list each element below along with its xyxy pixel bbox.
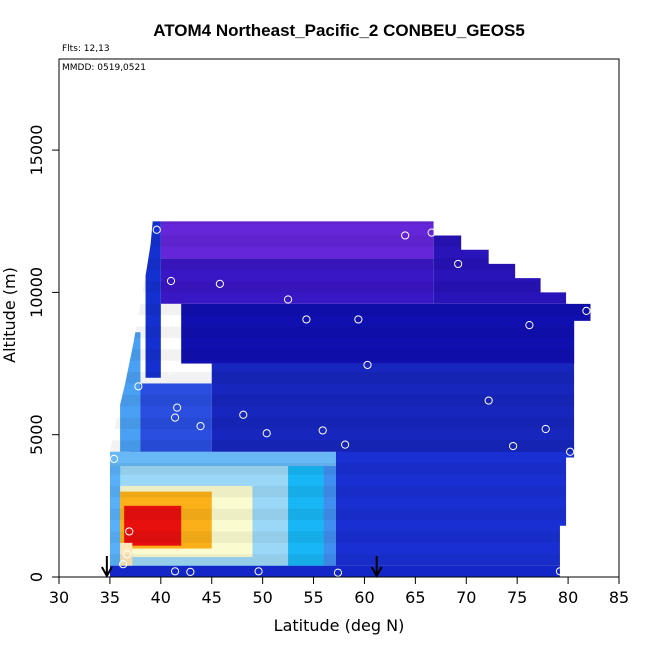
altitude-band (109, 554, 591, 566)
observation-point (333, 568, 343, 577)
altitude-band (109, 221, 591, 225)
flights-note: Flts: 12,13 (62, 44, 110, 54)
observation-point (239, 410, 248, 419)
curtain-cell (160, 258, 434, 304)
curtain-cell (335, 446, 575, 566)
observation-markers (109, 225, 591, 577)
observation-point (302, 315, 311, 324)
chart-title: ATOM4 Northeast_Pacific_2 CONBEU_GEOS5 (153, 21, 525, 40)
altitude-band (59, 190, 619, 201)
observation-point (525, 321, 534, 330)
altitude-band (109, 440, 591, 452)
altitude-band (109, 235, 591, 247)
observation-point (215, 279, 224, 288)
altitude-bands (59, 76, 619, 566)
observation-point (166, 366, 176, 375)
curtain-cell (181, 303, 591, 364)
observation-point (341, 440, 350, 449)
observation-point (152, 225, 161, 234)
x-tick-label: 30 (49, 588, 69, 607)
altitude-band (109, 303, 591, 316)
observation-point (555, 567, 565, 576)
curtain-cell (109, 451, 336, 466)
observation-point (119, 560, 128, 569)
x-tick-label: 50 (252, 588, 272, 607)
altitude-band (59, 76, 619, 87)
observation-point (283, 295, 293, 304)
altitude-band (109, 349, 591, 361)
observation-point (566, 447, 575, 456)
y-tick-label: 10000 (27, 267, 46, 318)
y-axis-label: Altitude (m) (0, 267, 19, 363)
altitude-band (109, 485, 591, 498)
y-tick-label: 5000 (27, 414, 46, 455)
altitude-band (59, 99, 619, 110)
altitude-band (59, 144, 619, 155)
observation-point (125, 527, 134, 536)
x-tick-label: 70 (456, 588, 476, 607)
observation-point (484, 396, 493, 405)
curtain-cell (160, 221, 434, 259)
x-tick-label: 40 (151, 588, 171, 607)
x-tick-label: 60 (354, 588, 374, 607)
y-tick-label: 0 (27, 572, 46, 582)
observation-point (541, 424, 550, 434)
x-tick-label: 80 (558, 588, 578, 607)
observation-point (401, 231, 410, 240)
altitude-band (109, 531, 591, 543)
altitude-band (109, 394, 591, 407)
altitude-band (109, 326, 591, 338)
observation-point (582, 306, 591, 315)
observation-point (354, 315, 363, 324)
curtain-plot (109, 221, 591, 577)
curtain-cell (109, 466, 121, 566)
altitude-band (109, 258, 591, 270)
observation-point (262, 429, 271, 438)
observation-point (254, 567, 263, 576)
x-tick-label: 75 (507, 588, 527, 607)
altitude-band (109, 417, 591, 429)
altitude-band (59, 167, 619, 178)
observation-point (134, 382, 143, 391)
x-tick-label: 35 (100, 588, 120, 607)
y-axis: 0 5000 10000 15000 (27, 125, 59, 582)
x-tick-label: 85 (609, 588, 629, 607)
curtain-cell (120, 542, 133, 566)
curtain-cell (145, 221, 161, 378)
y-tick-label: 15000 (27, 125, 46, 176)
altitude-band (109, 463, 591, 475)
altitude-band (109, 281, 591, 293)
x-tick-label: 45 (202, 588, 222, 607)
arrow-marker (370, 556, 383, 579)
curtain-cell (211, 363, 575, 452)
observation-point (170, 567, 180, 576)
dates-note: MMDD: 0519,0521 (62, 63, 146, 73)
altitude-band (59, 122, 619, 133)
observation-point (170, 413, 180, 422)
arrow-marker (100, 556, 113, 579)
observation-point (454, 259, 463, 269)
flight-arrows (100, 556, 383, 579)
x-tick-label: 55 (303, 588, 323, 607)
observation-point (173, 403, 182, 412)
observation-point (109, 454, 119, 463)
observation-point (196, 422, 205, 431)
curtain-cell (124, 505, 182, 546)
observation-point (363, 360, 372, 370)
observation-point (427, 228, 436, 237)
observation-point (123, 550, 132, 559)
observation-point (318, 426, 327, 435)
altitude-band (109, 372, 591, 384)
observation-point (509, 441, 518, 451)
observation-point (186, 567, 195, 576)
observation-point (166, 276, 176, 286)
x-axis: 30 35 40 45 50 55 60 65 70 75 80 85 (49, 576, 629, 607)
x-tick-label: 65 (405, 588, 425, 607)
altitude-band (109, 508, 591, 521)
x-axis-label: Latitude (deg N) (274, 616, 405, 635)
